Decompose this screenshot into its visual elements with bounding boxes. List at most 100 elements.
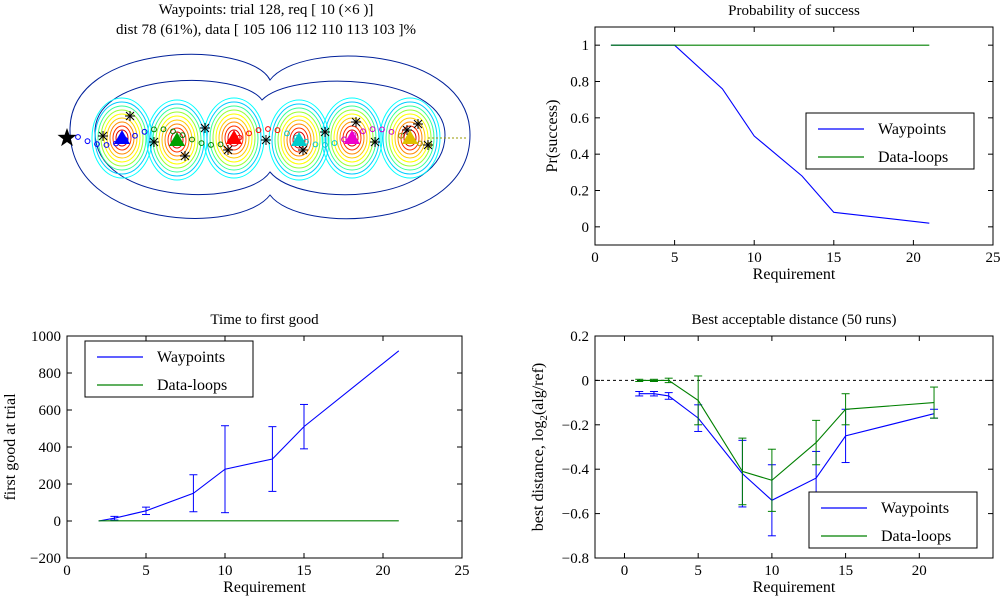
time-xlabel: Requirement <box>223 579 306 596</box>
path-circle-8 <box>151 126 157 133</box>
contour-ring-3-2 <box>274 107 324 173</box>
contour-ring-2-3 <box>212 109 256 167</box>
asterisk-marker-2 <box>149 137 159 147</box>
path-circle-19 <box>255 127 262 134</box>
waypoint-triangle-1 <box>169 132 185 146</box>
time-panel: Time to first good Requirement first goo… <box>2 312 470 596</box>
path-circle-27 <box>331 140 338 146</box>
prob-ytick-label-4: 0.8 <box>570 75 589 91</box>
prob-ytick-label-5: 1 <box>582 38 590 54</box>
dist-legend-box <box>808 491 978 549</box>
dist-ylabel-tail: (alg/ref) <box>530 363 547 415</box>
time-xtick-label-1: 5 <box>142 563 150 579</box>
time-series-line-0 <box>98 350 400 522</box>
asterisk-marker-10 <box>370 137 380 147</box>
distance-panel: Best acceptable distance (50 runs) Requi… <box>530 312 994 596</box>
time-xtick-label-4: 20 <box>376 563 391 579</box>
contour-ring-2-2 <box>209 105 259 171</box>
prob-xtick-label-1: 5 <box>671 250 679 266</box>
time-ytick-label-3: 400 <box>39 440 62 456</box>
time-ytick-label-5: 800 <box>39 366 62 382</box>
asterisk-marker-1 <box>125 111 135 121</box>
path-circle-33 <box>388 128 395 135</box>
time-ylabel: first good at trial <box>2 393 19 501</box>
path-circle-26 <box>322 141 328 148</box>
time-xtick-label-3: 15 <box>297 563 312 579</box>
contour-ring-2-1 <box>206 101 262 175</box>
dist-legend-label-waypoints: Waypoints <box>881 500 949 517</box>
path-circle-12 <box>189 136 195 143</box>
dist-series-line-1 <box>639 379 935 481</box>
contour-ring-0-7 <box>112 125 132 151</box>
path-circle-7 <box>141 128 148 135</box>
prob-xlabel: Requirement <box>753 266 836 283</box>
prob-legend-box <box>805 112 975 170</box>
dist-xtick-label-3: 15 <box>838 563 853 579</box>
path-circle-10 <box>170 128 176 135</box>
path-circle-22 <box>284 130 290 137</box>
prob-xtick-label-3: 15 <box>826 250 841 266</box>
dist-title: Best acceptable distance (50 runs) <box>692 312 897 328</box>
prob-xtick-label-0: 0 <box>591 250 599 266</box>
contour-ring-1-4 <box>158 115 196 165</box>
prob-ytick-label-0: 0 <box>582 220 590 236</box>
dist-ylabel-main: best distance, log <box>530 421 547 532</box>
dist-ytick-label-5: 0.2 <box>570 329 589 345</box>
contour-ring-4-0 <box>321 97 383 179</box>
asterisk-marker-13 <box>423 140 433 150</box>
path-circle-25 <box>312 141 319 148</box>
contour-ring-5-3 <box>388 109 432 167</box>
asterisk-marker-9 <box>351 117 361 127</box>
path-circle-11 <box>179 132 186 139</box>
path-circle-34 <box>398 132 404 139</box>
dist-series-line-0 <box>639 393 935 501</box>
contour-ring-0-0 <box>91 97 153 179</box>
dist-xtick-label-4: 20 <box>912 563 927 579</box>
path-circle-13 <box>198 140 205 146</box>
contour-ring-5-6 <box>397 121 423 155</box>
prob-xtick-label-2: 10 <box>747 250 762 266</box>
asterisk-marker-0 <box>98 131 108 141</box>
path-circle-3 <box>103 142 110 148</box>
path-circle-6 <box>132 132 138 139</box>
time-legend: Waypoints Data-loops <box>84 340 254 398</box>
path-circle-30 <box>360 128 366 135</box>
asterisk-marker-3 <box>180 151 190 161</box>
waypoint-triangle-4 <box>344 130 360 144</box>
waypoint-triangle-3 <box>291 132 307 146</box>
path-circle-14 <box>208 142 214 148</box>
asterisk-marker-4 <box>200 123 210 133</box>
prob-plot-area: 0 5 10 15 20 25 0 0.2 0.4 0.6 0.8 1 <box>570 26 1000 266</box>
prob-ylabel: Pr(success) <box>544 100 561 173</box>
prob-xtick-label-4: 20 <box>906 250 921 266</box>
dist-axes-box <box>594 335 994 559</box>
time-xtick-label-0: 0 <box>63 563 71 579</box>
prob-legend-label-dataloops: Data-loops <box>878 149 948 166</box>
path-circle-18 <box>246 130 252 137</box>
asterisk-marker-5 <box>223 145 233 155</box>
map-title-line1: Waypoints: trial 128, req [ 10 (×6 )] <box>159 2 374 18</box>
path-circle-28 <box>341 136 347 143</box>
path-circle-0 <box>75 134 81 140</box>
dist-xtick-label-2: 10 <box>764 563 779 579</box>
contour-outer-0 <box>69 53 471 220</box>
dist-ytick-label-2: −0.4 <box>562 462 590 478</box>
contour-ring-2-4 <box>215 113 253 163</box>
contour-ring-3-5 <box>283 119 315 161</box>
contour-ring-1-6 <box>164 123 190 157</box>
map-markers <box>57 111 466 161</box>
asterisk-marker-7 <box>298 145 308 155</box>
dist-ytick-label-4: 0 <box>582 373 590 389</box>
path-circle-15 <box>217 141 224 148</box>
start-star-marker <box>57 128 77 147</box>
waypoint-triangle-5 <box>402 130 418 144</box>
prob-xtick-label-5: 25 <box>986 250 1000 266</box>
dist-legend: Waypoints Data-loops <box>808 491 978 549</box>
prob-axes-box <box>594 26 994 246</box>
time-legend-box <box>84 340 254 398</box>
prob-ytick-label-2: 0.4 <box>570 147 589 163</box>
contour-ring-0-2 <box>97 105 147 171</box>
dist-xlabel: Requirement <box>753 579 836 596</box>
